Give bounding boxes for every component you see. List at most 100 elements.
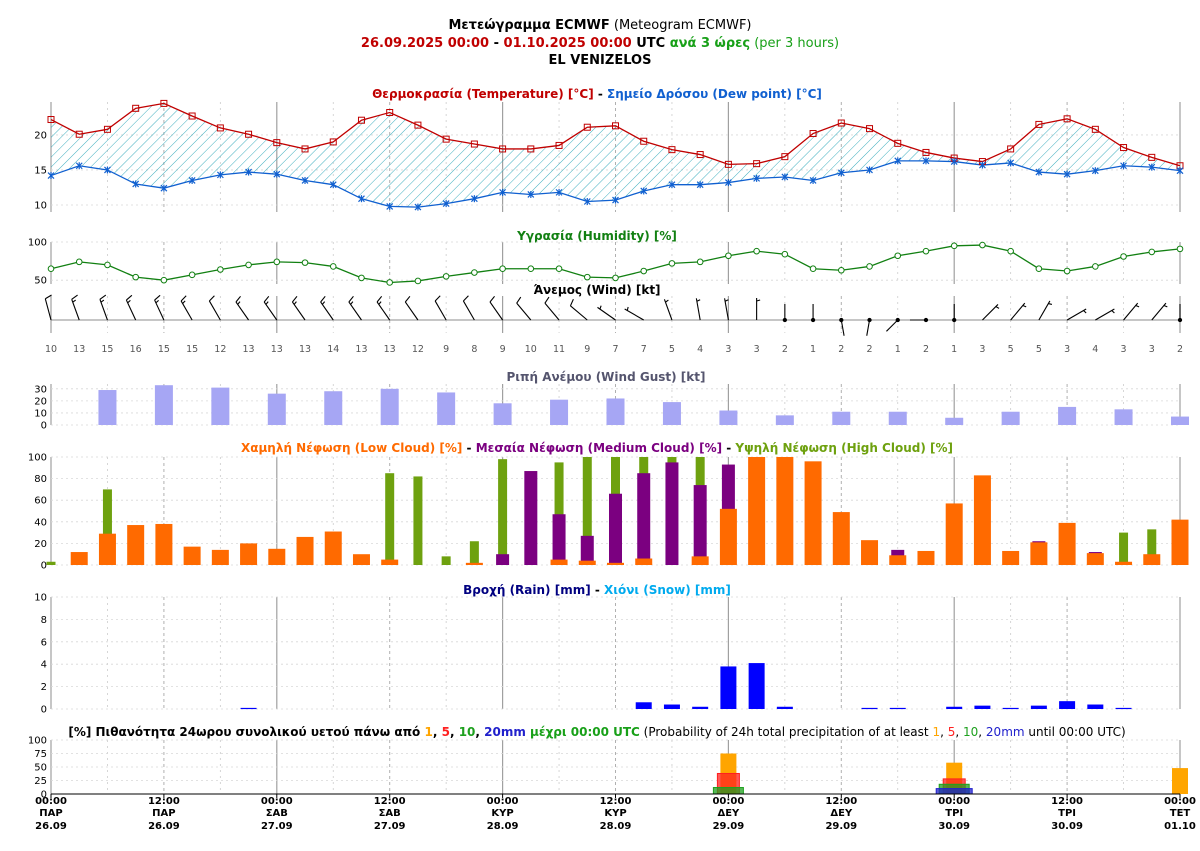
high-cloud-bar bbox=[469, 541, 479, 565]
dew-point-point bbox=[47, 172, 55, 180]
prob-title-c: (Probability of 24h total precipitation … bbox=[640, 725, 933, 739]
wind-barb bbox=[44, 294, 52, 321]
humidity-point bbox=[950, 242, 958, 250]
wind-speed-label: 13 bbox=[271, 344, 283, 355]
humidity-point bbox=[217, 266, 224, 273]
high-cloud-bar bbox=[102, 489, 112, 565]
rain-bar bbox=[748, 663, 765, 709]
gust-y-tick-label: 0 bbox=[41, 421, 47, 432]
date-from: 26.09.2025 00:00 bbox=[360, 36, 490, 51]
wind-barb bbox=[99, 294, 108, 321]
temperature-point bbox=[414, 121, 422, 129]
low-cloud-bar bbox=[1171, 519, 1189, 565]
low-cloud-bar bbox=[719, 508, 737, 565]
high-cloud-bar bbox=[385, 473, 395, 565]
gust-bar bbox=[154, 385, 173, 425]
dew-point-point bbox=[1148, 163, 1156, 171]
rain-y-tick-label: 10 bbox=[34, 593, 47, 604]
high-cloud-bar bbox=[413, 476, 423, 565]
dew-point-point bbox=[75, 162, 83, 170]
gust-bar bbox=[775, 415, 794, 425]
wind-speed-label: 2 bbox=[838, 344, 844, 355]
x-tick-day: ΠΑΡ bbox=[39, 808, 62, 819]
dew-point-point bbox=[216, 171, 224, 179]
low-cloud-bar bbox=[578, 560, 596, 565]
humidity-point bbox=[809, 265, 817, 273]
wind-barb bbox=[952, 304, 957, 323]
humidity-point bbox=[188, 271, 196, 279]
hum-y-tick-label: 50 bbox=[34, 276, 47, 287]
gust-bar bbox=[267, 393, 286, 425]
low-cloud-title: Χαμηλή Νέφωση (Low Cloud) [%] bbox=[241, 441, 462, 455]
temperature-point bbox=[160, 99, 168, 107]
humidity-point bbox=[922, 247, 930, 255]
low-cloud-bar bbox=[381, 559, 399, 565]
wind-speed-label: 12 bbox=[214, 344, 226, 355]
rain-bar bbox=[692, 706, 709, 709]
date-dash: - bbox=[489, 36, 504, 51]
medium-cloud-title: Μεσαία Νέφωση (Medium Cloud) [%] bbox=[476, 441, 722, 455]
humidity-point bbox=[612, 274, 619, 282]
low-cloud-bar bbox=[832, 512, 850, 565]
x-tick-day: ΔΕΥ bbox=[830, 808, 853, 819]
prob-comma-6: , bbox=[978, 725, 986, 739]
temp-y-tick-label: 20 bbox=[34, 130, 47, 141]
x-tick-time: 12:00 bbox=[825, 796, 857, 807]
cloud-sep-2: - bbox=[722, 441, 735, 455]
temperature-point bbox=[837, 119, 845, 127]
humidity-point bbox=[753, 247, 760, 255]
temperature-point bbox=[696, 151, 704, 159]
dew-point-point bbox=[696, 181, 704, 189]
dew-point-point bbox=[1120, 162, 1127, 170]
humidity-point bbox=[273, 258, 281, 266]
wind-barb bbox=[597, 305, 616, 321]
rain-sep: - bbox=[591, 583, 604, 597]
wind-barb bbox=[695, 298, 701, 321]
humidity-point bbox=[640, 267, 648, 275]
wind-speed-label: 13 bbox=[73, 344, 85, 355]
medium-cloud-bar bbox=[637, 473, 651, 565]
low-cloud-bar bbox=[98, 533, 116, 565]
dew-title: Σημείο Δρόσου (Dew point) [°C] bbox=[607, 87, 822, 101]
medium-cloud-bar bbox=[580, 535, 594, 565]
temperature-point bbox=[781, 153, 789, 161]
wind-speed-label: 9 bbox=[443, 344, 449, 355]
rain-bar bbox=[635, 702, 652, 709]
wind-speed-label: 3 bbox=[1149, 344, 1155, 355]
humidity-point bbox=[781, 250, 789, 258]
dew-point-point bbox=[414, 203, 422, 211]
gust-bar bbox=[550, 399, 569, 425]
gust-y-tick-label: 10 bbox=[34, 408, 47, 419]
prob-t5-en: 5 bbox=[948, 725, 956, 739]
humidity-point bbox=[1176, 245, 1184, 253]
humidity-point bbox=[1148, 248, 1156, 256]
prob-t1-en: 1 bbox=[932, 725, 940, 739]
wind-speed-label: 3 bbox=[1064, 344, 1070, 355]
humidity-point bbox=[725, 252, 732, 260]
wind-speed-label: 13 bbox=[243, 344, 255, 355]
prob-title-b: μέχρι 00:00 UTC bbox=[526, 725, 640, 739]
dew-point-point bbox=[809, 176, 817, 184]
prob-title-d: until 00:00 UTC) bbox=[1025, 725, 1126, 739]
prob-t10: 10 bbox=[459, 725, 476, 739]
low-cloud-bar bbox=[211, 549, 229, 565]
temperature-point bbox=[1091, 125, 1099, 133]
high-cloud-bar bbox=[582, 457, 592, 565]
gust-bar bbox=[888, 411, 907, 425]
high-cloud-bar bbox=[441, 556, 451, 565]
x-tick-day: ΤΡΙ bbox=[1058, 808, 1076, 819]
gust-bar bbox=[380, 388, 399, 425]
temp-y-tick-label: 10 bbox=[34, 200, 47, 211]
dew-point-point bbox=[894, 157, 902, 165]
temp-panel-title: Θερμοκρασία (Temperature) [°C] - Σημείο … bbox=[372, 87, 822, 101]
x-tick-date: 27.09 bbox=[374, 821, 406, 832]
wind-barb bbox=[462, 295, 475, 321]
dew-point-point bbox=[386, 202, 394, 210]
low-cloud-bar bbox=[1115, 561, 1133, 565]
temp-title: Θερμοκρασία (Temperature) [°C] bbox=[372, 87, 594, 101]
temperature-point bbox=[1035, 120, 1043, 128]
gust-bar bbox=[662, 402, 681, 425]
wind-barb bbox=[1066, 308, 1087, 321]
wind-speed-label: 16 bbox=[130, 344, 142, 355]
